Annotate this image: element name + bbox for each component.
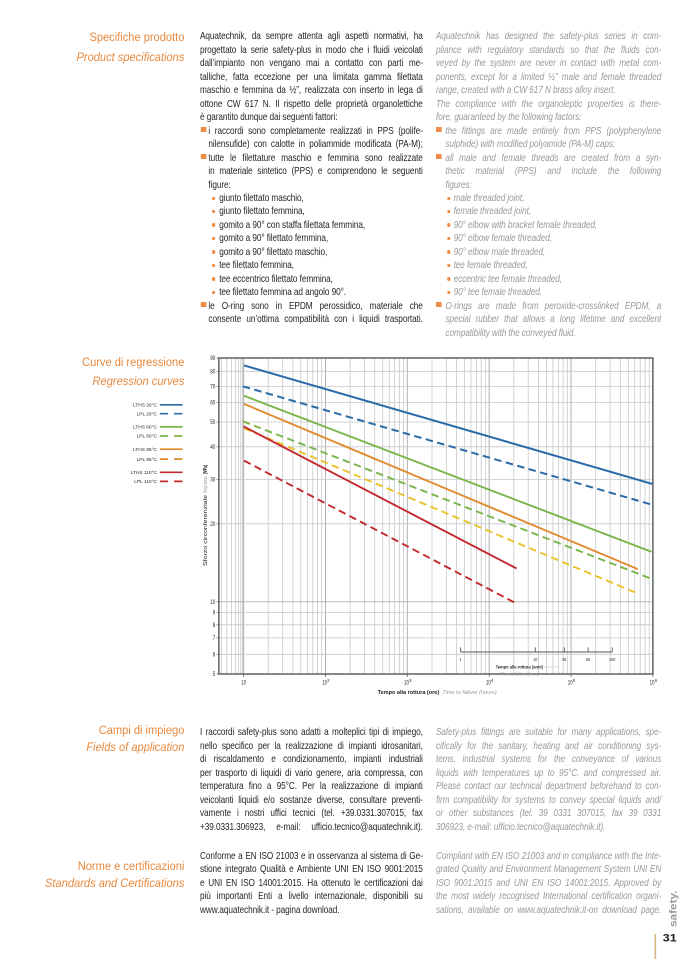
svg-text:7: 7 xyxy=(213,635,216,642)
svg-text:5: 5 xyxy=(213,671,216,678)
svg-text:6: 6 xyxy=(213,652,216,659)
svg-text:Time to failure (years): Time to failure (years) xyxy=(501,672,539,678)
svg-text:100: 100 xyxy=(609,657,616,663)
svg-text:Sforzo circonferenziale: Sforzo circonferenziale xyxy=(203,495,209,566)
svg-text:LTHS 110°C: LTHS 110°C xyxy=(131,470,158,476)
svg-text:Time to failure (hours): Time to failure (hours) xyxy=(442,690,497,696)
svg-text:3: 3 xyxy=(409,678,412,683)
svg-text:8: 8 xyxy=(213,622,216,629)
svg-text:LPL 110°C: LPL 110°C xyxy=(134,479,157,485)
svg-text:2: 2 xyxy=(327,678,330,683)
svg-text:9: 9 xyxy=(213,610,216,617)
svg-text:10: 10 xyxy=(568,679,573,686)
svg-text:25: 25 xyxy=(562,657,566,663)
svg-text:LTHS 60°C: LTHS 60°C xyxy=(133,425,157,431)
svg-text:Tempo alla rottura (anni): Tempo alla rottura (anni) xyxy=(496,664,544,670)
svg-text:10: 10 xyxy=(404,679,409,686)
svg-text:1: 1 xyxy=(459,657,461,663)
svg-text:30: 30 xyxy=(210,477,216,484)
svg-text:6: 6 xyxy=(655,678,658,683)
svg-text:10: 10 xyxy=(650,679,655,686)
svg-text:5: 5 xyxy=(573,678,576,683)
svg-text:60: 60 xyxy=(210,400,216,407)
svg-text:LPL 60°C: LPL 60°C xyxy=(137,434,158,440)
svg-text:80: 80 xyxy=(210,369,216,376)
svg-text:(MPa): (MPa) xyxy=(203,465,209,475)
svg-text:10: 10 xyxy=(210,599,216,606)
svg-text:Hoop stress: Hoop stress xyxy=(203,476,209,493)
svg-text:10: 10 xyxy=(486,679,491,686)
svg-text:31: 31 xyxy=(663,933,677,945)
svg-text:LTHS 20°C: LTHS 20°C xyxy=(133,403,157,409)
svg-text:safety.: safety. xyxy=(669,890,680,927)
svg-text:90: 90 xyxy=(210,355,216,362)
svg-text:40: 40 xyxy=(210,444,216,451)
svg-text:10: 10 xyxy=(241,679,246,686)
svg-text:LPL 20°C: LPL 20°C xyxy=(137,411,158,417)
svg-text:4: 4 xyxy=(491,678,494,683)
svg-text:10: 10 xyxy=(322,679,327,686)
svg-text:70: 70 xyxy=(210,384,216,391)
svg-text:LPL 95°C: LPL 95°C xyxy=(137,457,158,463)
svg-text:LTHS 95°C: LTHS 95°C xyxy=(133,447,157,453)
svg-text:10: 10 xyxy=(533,657,537,663)
svg-text:50: 50 xyxy=(586,657,590,663)
svg-text:50: 50 xyxy=(210,419,216,426)
svg-text:Tempo alla rottura (ore): Tempo alla rottura (ore) xyxy=(378,690,440,696)
svg-text:20: 20 xyxy=(210,521,216,528)
